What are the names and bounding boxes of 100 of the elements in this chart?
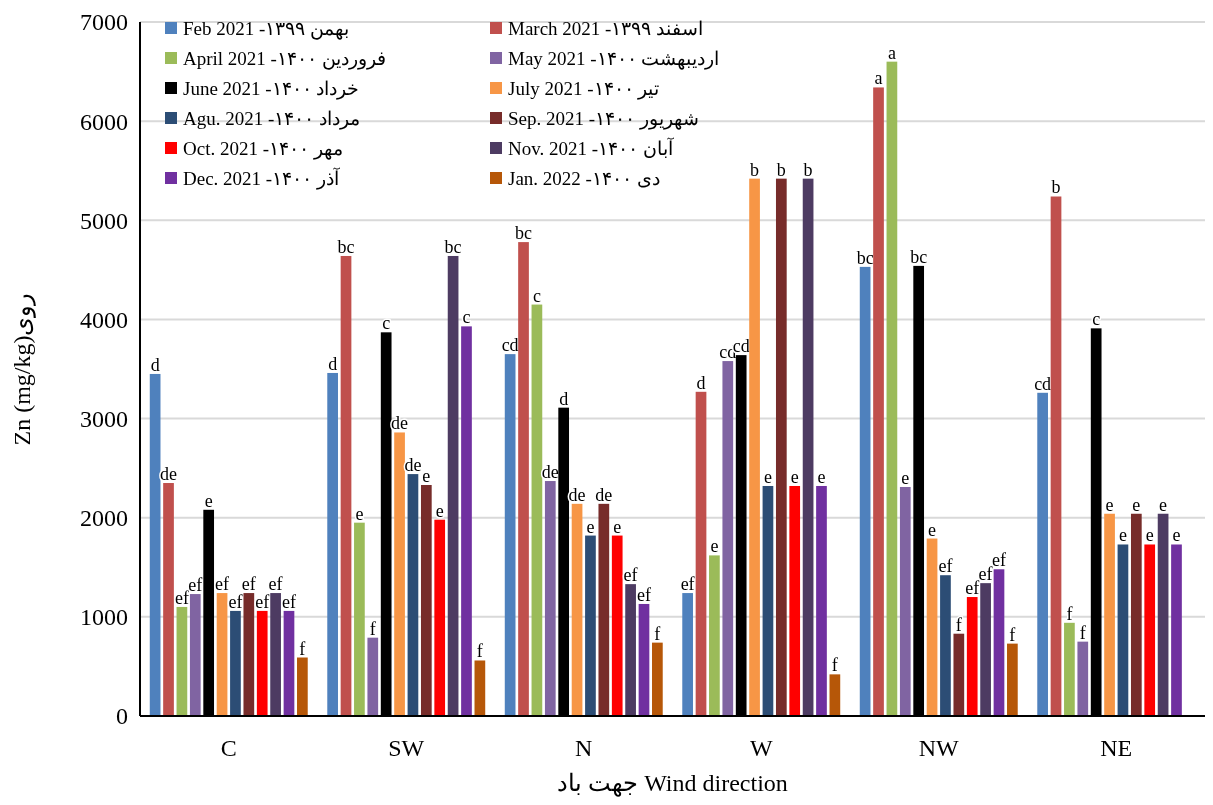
data-label: de	[391, 413, 409, 434]
data-label: b	[750, 159, 760, 180]
data-label: bc	[856, 247, 874, 268]
data-label: e	[1145, 525, 1154, 546]
bar	[571, 503, 583, 716]
bar	[283, 610, 295, 716]
legend-label: June 2021 -۱۴۰۰ خرداد	[183, 77, 360, 100]
bar	[407, 474, 419, 716]
data-label: e	[204, 490, 213, 511]
bar	[886, 61, 898, 716]
bar	[394, 432, 405, 716]
bar	[327, 372, 338, 716]
bar	[1007, 643, 1018, 716]
data-label: f	[476, 641, 483, 662]
data-label: f	[1009, 624, 1016, 645]
legend-label: Nov. 2021 -۱۴۰۰ آبان	[508, 136, 674, 159]
bar	[652, 642, 663, 716]
x-tick-label: NE	[1100, 735, 1133, 761]
bar	[953, 633, 965, 716]
data-label: ef	[623, 565, 638, 586]
data-label: e	[1105, 494, 1114, 515]
data-label: ef	[978, 564, 993, 585]
bar	[695, 391, 707, 716]
bar	[899, 486, 911, 716]
legend-label: July 2021 -۱۴۰۰ تیر	[508, 77, 660, 100]
bar	[270, 593, 281, 716]
data-label: ef	[636, 584, 651, 605]
data-label: ef	[215, 574, 230, 595]
bar	[980, 583, 991, 716]
data-label: bc	[337, 236, 355, 257]
data-label: ef	[188, 575, 203, 596]
bar	[504, 354, 516, 716]
legend-label: Oct. 2021 -۱۴۰۰ مهر	[183, 137, 343, 160]
bar	[775, 178, 787, 716]
data-label: ef	[174, 587, 189, 608]
bar	[638, 603, 650, 716]
y-tick-label: 7000	[80, 9, 128, 36]
data-label: e	[710, 536, 719, 557]
data-label: ef	[241, 574, 256, 595]
legend-label: Agu. 2021 -۱۴۰۰ مرداد	[183, 107, 361, 130]
bar	[722, 361, 734, 716]
bar	[1130, 513, 1142, 716]
bar	[585, 535, 596, 716]
data-label: e	[613, 516, 622, 537]
data-label: e	[790, 466, 799, 487]
data-label: cd	[501, 335, 519, 356]
bar	[1037, 392, 1048, 716]
bar	[940, 575, 951, 716]
bar	[682, 593, 693, 716]
legend-label: May 2021 -۱۴۰۰ اردیبهشت	[508, 47, 720, 70]
data-label: b	[803, 159, 813, 180]
data-label: e	[817, 466, 826, 487]
data-label: ef	[228, 591, 243, 612]
bar	[802, 178, 814, 716]
bar	[474, 660, 486, 716]
y-tick-label: 5000	[80, 207, 128, 234]
data-label: e	[1118, 525, 1127, 546]
legend-label: March 2021 -۱۳۹۹ اسفند	[508, 17, 704, 39]
data-label: d	[696, 372, 706, 393]
data-label: bc	[444, 236, 462, 257]
bar	[598, 503, 610, 716]
data-label: ef	[965, 578, 980, 599]
data-label: ef	[281, 591, 296, 612]
legend-label: Feb 2021 -۱۳۹۹ بهمن	[183, 17, 350, 40]
bar	[216, 593, 228, 716]
bar	[1077, 641, 1089, 716]
bar	[243, 593, 255, 716]
bar	[461, 326, 472, 716]
x-tick-label: NW	[918, 735, 960, 761]
bar	[189, 594, 201, 716]
data-label: e	[1132, 494, 1141, 515]
data-label: f	[831, 655, 838, 676]
data-label: de	[595, 484, 613, 505]
y-tick-label: 2000	[80, 505, 128, 532]
bar	[816, 485, 827, 716]
bar	[926, 538, 938, 716]
bar	[434, 519, 446, 716]
x-tick-label: W	[749, 735, 773, 761]
data-label: d	[328, 353, 338, 374]
data-label: e	[1159, 494, 1168, 515]
bar	[966, 597, 978, 716]
bar	[340, 255, 352, 716]
bar	[420, 485, 432, 716]
data-label: e	[422, 466, 431, 486]
bar	[859, 266, 871, 716]
legend-label: Jan. 2022 -۱۴۰۰ دی	[508, 167, 660, 189]
data-label: e	[901, 467, 910, 488]
bar	[256, 610, 268, 716]
data-label: a	[874, 68, 883, 89]
bar	[531, 304, 543, 716]
bar	[354, 522, 365, 716]
bar	[611, 535, 623, 716]
bar	[518, 242, 529, 716]
data-label: c	[462, 307, 471, 328]
bar	[163, 483, 174, 716]
data-label: e	[763, 466, 772, 487]
data-label: cd	[1034, 373, 1052, 394]
data-label: bc	[515, 223, 533, 244]
data-label: e	[355, 503, 364, 524]
data-label: bc	[910, 246, 928, 267]
